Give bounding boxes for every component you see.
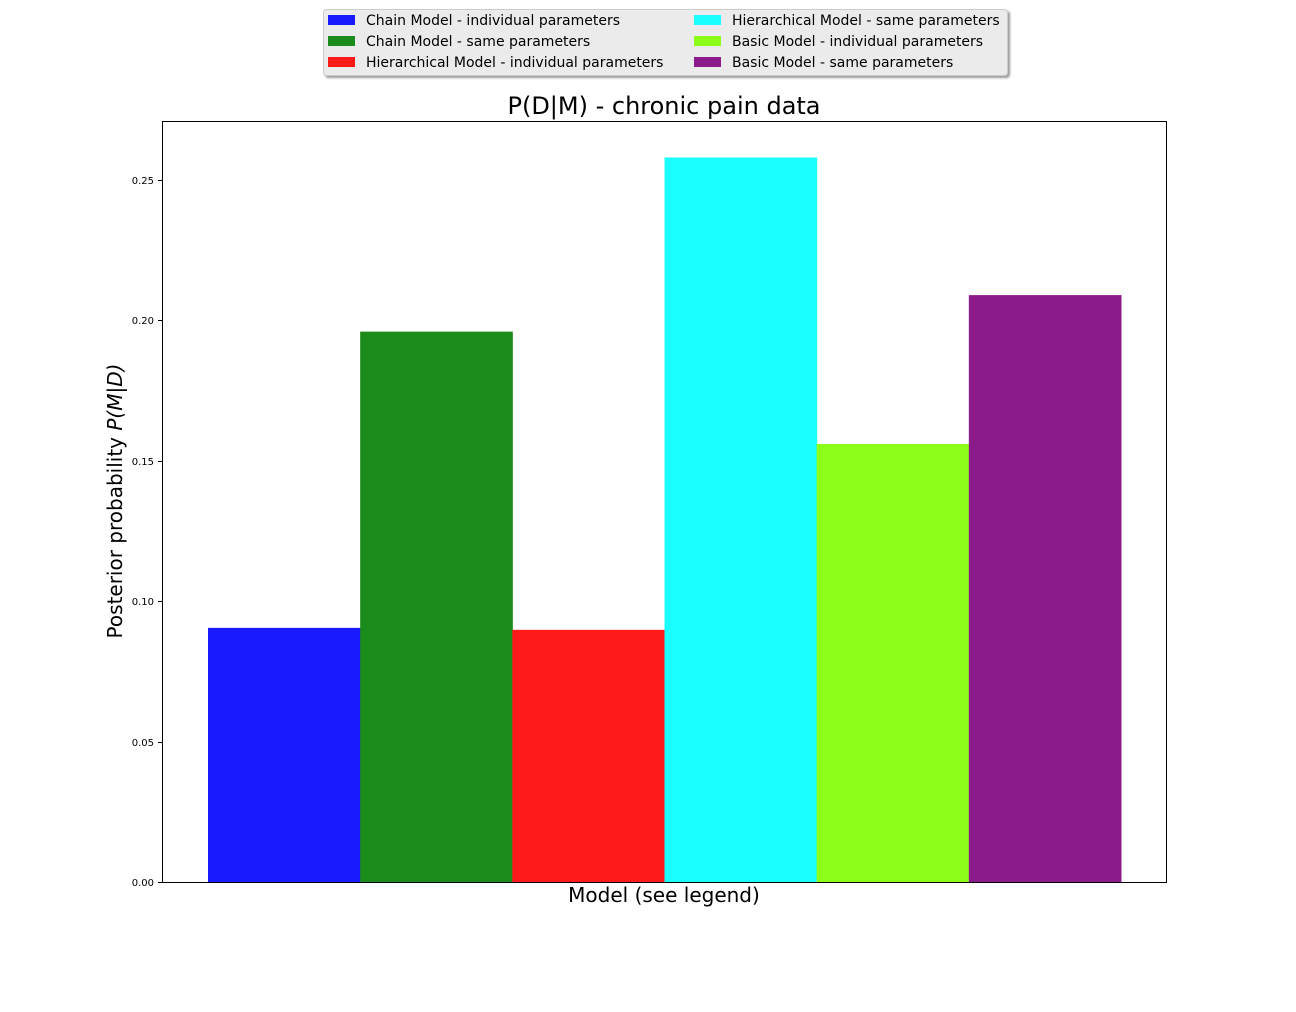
- legend-label-3: Hierarchical Model - individual paramete…: [366, 55, 663, 71]
- legend-box: [323, 9, 1008, 76]
- y-tick-label: 0.10: [132, 597, 154, 608]
- legend-swatch-2: [328, 36, 355, 46]
- bars-layer: [208, 157, 1122, 882]
- legend-label-6: Basic Model - same parameters: [732, 55, 953, 71]
- y-tick-label: 0.25: [132, 176, 154, 187]
- legend-label-1: Chain Model - individual parameters: [366, 13, 620, 29]
- bar-5: [816, 443, 970, 882]
- plot-frame: [162, 121, 1167, 883]
- chart-title: P(D|M) - chronic pain data: [507, 92, 820, 120]
- legend-swatch-6: [694, 57, 721, 67]
- bar-2: [360, 331, 513, 882]
- legend-swatch-1: [328, 15, 355, 25]
- legend-label-2: Chain Model - same parameters: [366, 34, 590, 50]
- legend: Chain Model - individual parameters Chain…: [323, 9, 1008, 76]
- y-axis-label-main: Posterior probability: [103, 431, 127, 639]
- y-axis-label: Posterior probability P(M|D): [103, 364, 127, 639]
- y-tick-label: 0.05: [132, 738, 154, 749]
- bar-1: [208, 627, 361, 882]
- legend-swatch-3: [328, 57, 355, 67]
- legend-swatch-5: [694, 36, 721, 46]
- y-axis-ticks: 0.00 0.05 0.10 0.15 0.20 0.25: [132, 176, 162, 889]
- x-axis-label: Model (see legend): [568, 883, 760, 907]
- bar-4: [664, 157, 818, 882]
- y-tick-label: 0.15: [132, 457, 154, 468]
- y-tick-label: 0.20: [132, 316, 154, 327]
- y-tick-label: 0.00: [132, 878, 154, 889]
- legend-label-5: Basic Model - individual parameters: [732, 34, 983, 50]
- bar-3: [512, 629, 665, 882]
- legend-swatch-4: [694, 15, 721, 25]
- y-axis-label-math: P(M|D): [103, 364, 127, 431]
- bar-6: [968, 295, 1122, 882]
- legend-label-4: Hierarchical Model - same parameters: [732, 13, 1000, 29]
